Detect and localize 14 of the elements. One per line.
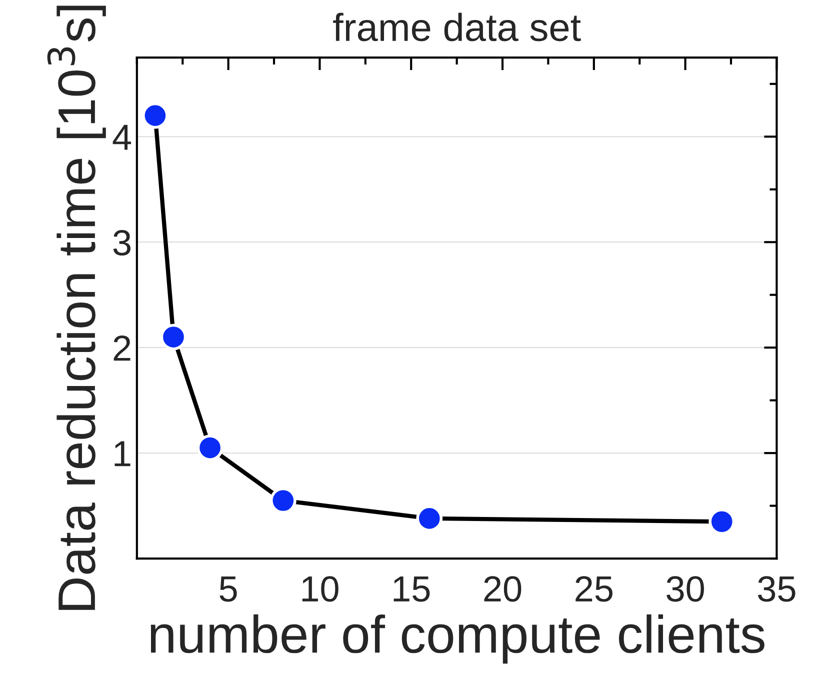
y-tick-label: 2 <box>114 335 130 361</box>
x-tick-label: 15 <box>394 576 430 602</box>
x-tick-label: 35 <box>758 576 796 602</box>
x-tick-label: 20 <box>484 576 522 602</box>
y-axis-title: Data reduction time [10$^{3}$s] <box>47 6 106 610</box>
y-tick-label: 4 <box>112 124 132 150</box>
x-axis-title: number of compute clients <box>150 614 764 664</box>
x-tick-label: 5 <box>220 576 237 602</box>
x-tick-label: 25 <box>576 576 612 602</box>
y-tick-label: 3 <box>113 230 130 256</box>
x-tick-label: 30 <box>666 576 704 602</box>
chart-title: frame data set <box>333 12 581 42</box>
x-tick-label: 10 <box>302 576 338 602</box>
y-tick-label: 1 <box>114 441 130 466</box>
